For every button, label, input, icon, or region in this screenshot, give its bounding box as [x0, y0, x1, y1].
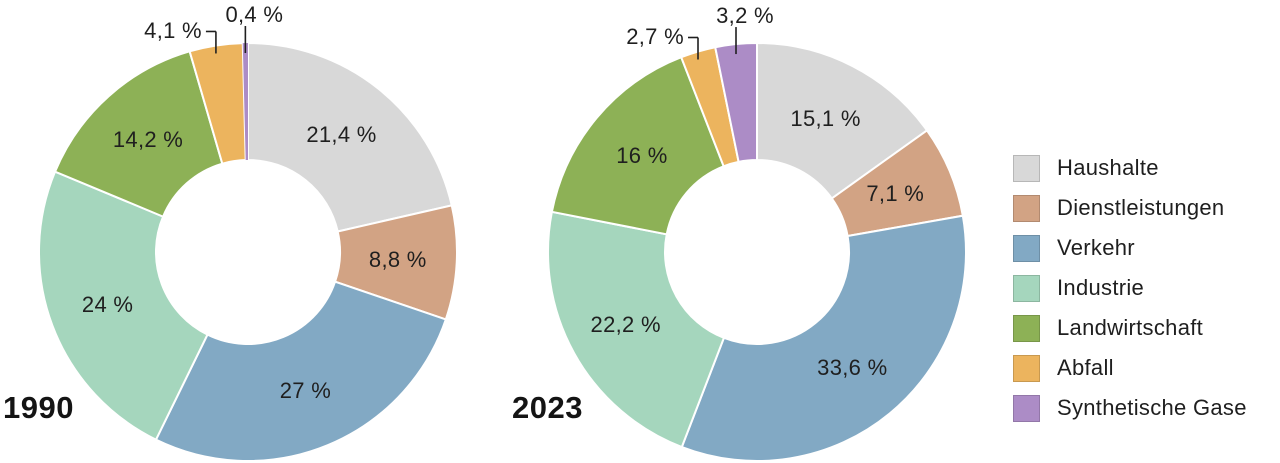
legend-item-industrie: Industrie [1013, 274, 1247, 302]
legend-swatch-industrie [1013, 274, 1040, 302]
donut-slice-2023-verkehr [680, 214, 967, 462]
legend-swatch-abfall [1013, 354, 1040, 382]
legend-item-haushalte: Haushalte [1013, 154, 1247, 182]
chart-title-2023: 2023 [512, 390, 583, 425]
legend-label: Landwirtschaft [1057, 315, 1204, 340]
donut-slice-2023-industrie [547, 210, 726, 449]
donut-slice-2023-synthetische-gase [714, 41, 758, 164]
legend-swatch-verkehr [1013, 234, 1040, 262]
legend-swatch-dienstleistungen [1013, 194, 1040, 222]
legend-item-verkehr: Verkehr [1013, 234, 1247, 262]
donut-slice-1990-synthetische-gase [242, 43, 248, 161]
legend-item-dienstleistungen: Dienstleistungen [1013, 194, 1247, 222]
legend-label: Synthetische Gase [1057, 395, 1247, 420]
legend-swatch-landwirtschaft [1013, 314, 1040, 342]
legend-label: Abfall [1057, 355, 1114, 380]
donut-slice-1990-industrie [38, 170, 209, 441]
donut-slice-1990-verkehr [154, 280, 448, 462]
chart-title-1990: 1990 [3, 390, 74, 425]
legend: Haushalte Dienstleistungen Verkehr Indus… [1013, 154, 1247, 422]
legend-swatch-synthetische-gase [1013, 394, 1040, 422]
legend-item-synthetische-gase: Synthetische Gase [1013, 394, 1247, 422]
legend-label: Dienstleistungen [1057, 195, 1225, 220]
donut-slice-2023-landwirtschaft [550, 55, 725, 236]
legend-label: Haushalte [1057, 155, 1159, 180]
legend-swatch-haushalte [1013, 154, 1040, 182]
legend-label: Industrie [1057, 275, 1145, 300]
legend-item-landwirtschaft: Landwirtschaft [1013, 314, 1247, 342]
legend-item-abfall: Abfall [1013, 354, 1247, 382]
donut-slice-1990-haushalte [247, 41, 453, 233]
donut-slice-1990-landwirtschaft [53, 50, 224, 218]
legend-label: Verkehr [1057, 235, 1135, 260]
